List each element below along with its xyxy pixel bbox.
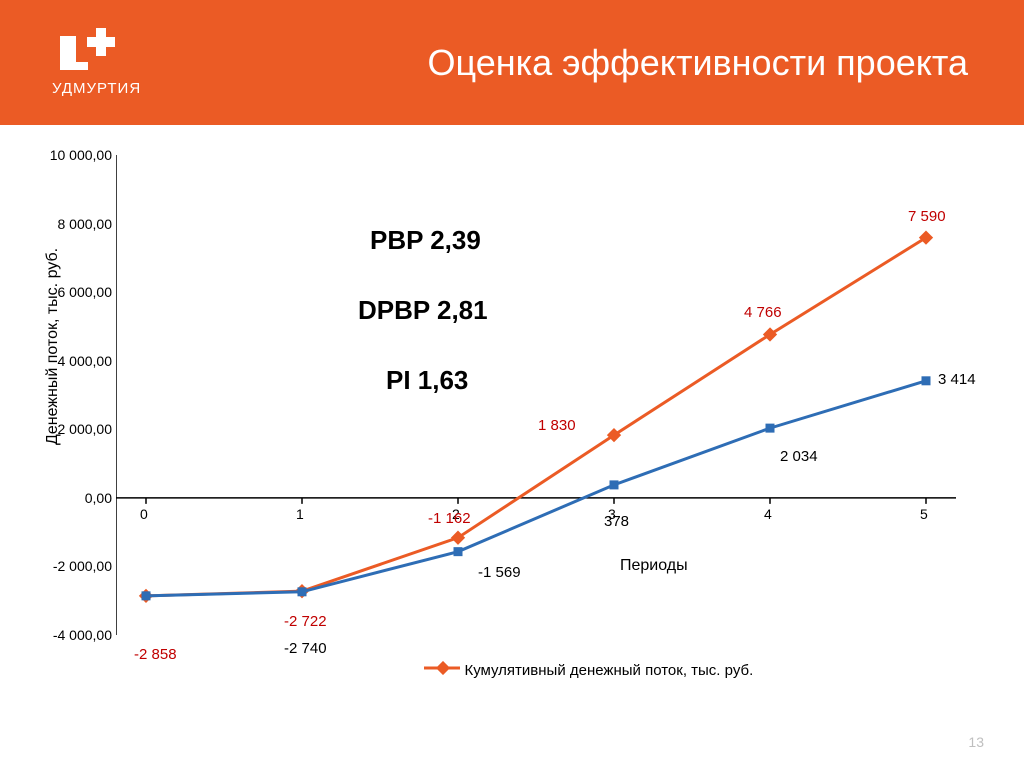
logo-icon: [52, 28, 124, 78]
chart-plot: [116, 155, 956, 635]
header-bar: УДМУРТИЯ Оценка эффективности проекта: [0, 0, 1024, 125]
x-tick-label: 1: [296, 506, 304, 522]
y-tick-label: 0,00: [34, 490, 112, 506]
data-label: 378: [604, 513, 629, 530]
x-tick-label: 4: [764, 506, 772, 522]
metric-pbp: PBP 2,39: [370, 225, 481, 256]
data-label: 1 830: [538, 417, 576, 434]
y-tick-label: 2 000,00: [34, 421, 112, 437]
metric-pi: PI 1,63: [386, 365, 468, 396]
legend-marker-icon: [424, 661, 460, 680]
x-axis-label: Периоды: [620, 557, 688, 575]
y-tick-label: 8 000,00: [34, 216, 112, 232]
y-tick-label: 6 000,00: [34, 284, 112, 300]
y-axis-label: Денежный поток, тыс. руб.: [44, 248, 62, 445]
data-label: -1 162: [428, 510, 471, 527]
logo-text: УДМУРТИЯ: [52, 80, 141, 97]
x-tick-label: 0: [140, 506, 148, 522]
data-label: -2 722: [284, 613, 327, 630]
page-number: 13: [968, 734, 984, 750]
data-label: 2 034: [780, 448, 818, 465]
data-label: 3 414: [938, 371, 976, 388]
data-label: 7 590: [908, 208, 946, 225]
y-tick-label: 4 000,00: [34, 353, 112, 369]
legend-label: Кумулятивный денежный поток, тыс. руб.: [464, 662, 753, 679]
x-tick-label: 5: [920, 506, 928, 522]
y-tick-label: -2 000,00: [34, 558, 112, 574]
y-tick-label: 10 000,00: [34, 147, 112, 163]
chart-container: Денежный поток, тыс. руб. -4 000,00 -2 00…: [0, 125, 1024, 768]
data-label: -1 569: [478, 564, 521, 581]
metric-dpbp: DPBP 2,81: [358, 295, 488, 326]
page-title: Оценка эффективности проекта: [427, 42, 968, 84]
legend: Кумулятивный денежный поток, тыс. руб.: [424, 661, 753, 680]
y-tick-label: -4 000,00: [34, 627, 112, 643]
data-label: -2 858: [134, 646, 177, 663]
data-label: 4 766: [744, 304, 782, 321]
data-label: -2 740: [284, 640, 327, 657]
